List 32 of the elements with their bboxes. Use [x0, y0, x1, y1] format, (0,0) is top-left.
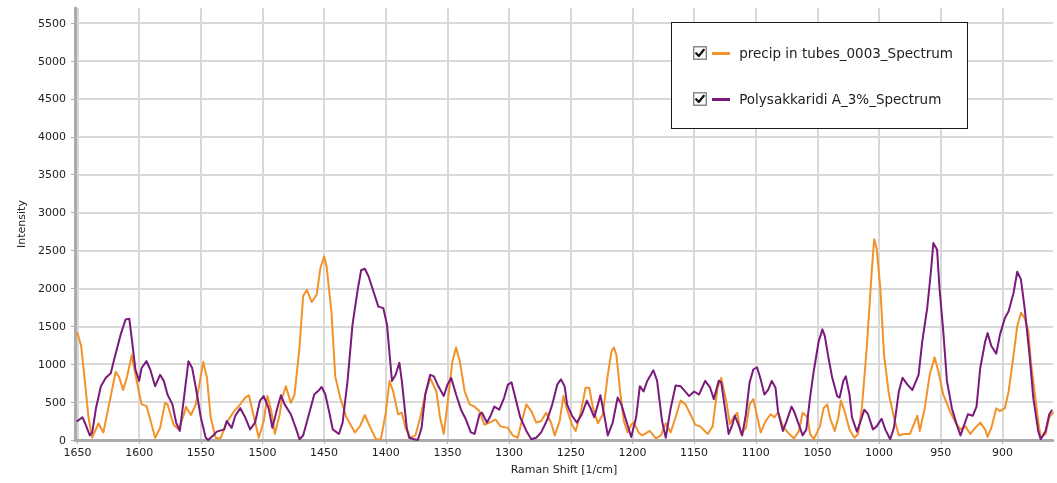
y-tick-label: 3000: [38, 206, 66, 220]
y-tick-label: 4500: [38, 92, 66, 106]
x-tick-label: 1250: [556, 446, 585, 459]
x-tick-label: 1550: [186, 446, 215, 459]
x-tick-label: 1100: [741, 446, 770, 459]
y-tick-label: 1500: [38, 319, 66, 333]
x-tick-label: 1200: [618, 446, 647, 459]
x-tick-label: 1000: [865, 446, 894, 459]
legend-label: precip in tubes_0003_Spectrum: [739, 45, 953, 61]
y-axis-title: Intensity: [15, 199, 29, 248]
y-tick-label: 2500: [38, 244, 66, 258]
x-tick-label: 1450: [310, 446, 339, 459]
y-tick-label: 1000: [38, 357, 66, 371]
y-tick-label: 4000: [38, 130, 66, 144]
x-tick-label: 1050: [803, 446, 832, 459]
x-tick-label: 1600: [125, 446, 154, 459]
x-tick-label: 950: [930, 446, 952, 459]
y-tick-label: 500: [45, 395, 66, 409]
x-tick-label: 1300: [495, 446, 524, 459]
x-tick-label: 1150: [680, 446, 709, 459]
x-tick-label: 900: [991, 446, 1013, 459]
x-axis-title: Raman Shift [1/cm]: [510, 463, 618, 476]
y-tick-label: 0: [59, 433, 66, 447]
legend-label: Polysakkaridi A_3%_Spectrum: [739, 91, 942, 107]
x-tick-label: 1650: [63, 446, 92, 459]
x-tick-label: 1400: [371, 446, 400, 459]
y-tick-label: 5000: [38, 54, 66, 68]
y-tick-label: 5500: [38, 16, 66, 30]
x-tick-label: 1500: [248, 446, 277, 459]
y-tick-label: 3500: [38, 168, 66, 182]
y-tick-label: 2000: [38, 281, 66, 295]
x-tick-label: 1350: [433, 446, 462, 459]
